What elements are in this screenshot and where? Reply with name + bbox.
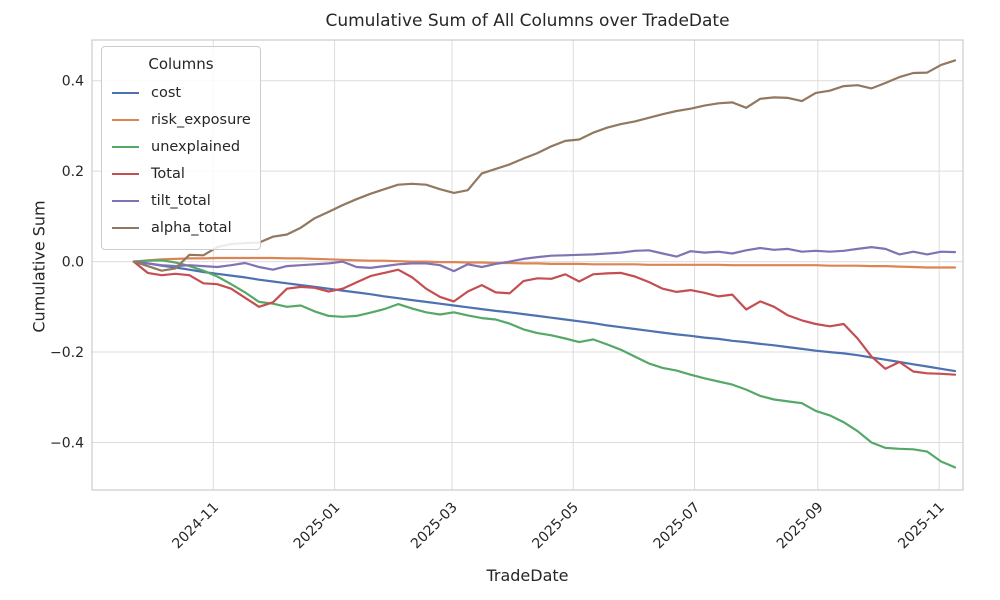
legend-swatch-cost [112,91,139,94]
x-tick-label: 2025-11 [895,500,948,553]
y-tick-label: 0.2 [62,164,84,180]
legend-item-label: cost [151,84,182,101]
legend-swatch-alpha_total [112,226,139,229]
y-tick-label: −0.4 [50,436,84,452]
legend: Columns cost risk_exposure unexplained Tota… [101,46,261,250]
x-tick-label: 2025-03 [408,500,461,553]
x-tick-label: 2024-11 [169,500,222,553]
legend-item-tilt_total: tilt_total [112,187,250,214]
x-tick-label: 2025-09 [774,500,827,553]
y-tick-label: −0.2 [50,345,84,361]
legend-item-Total: Total [112,160,250,187]
legend-item-alpha_total: alpha_total [112,214,250,241]
series-line-alpha_total [132,59,957,272]
legend-title: Columns [148,55,214,73]
legend-swatch-Total [112,172,139,175]
legend-item-unexplained: unexplained [112,133,250,160]
legend-swatch-risk_exposure [112,118,139,121]
series-line-tilt_total [132,246,957,273]
series-line-cost [132,260,957,373]
x-tick-label: 2025-05 [529,500,582,553]
axes-spines [91,39,964,491]
series-line-unexplained [132,259,957,469]
series-line-Total [132,260,957,376]
series-line-risk_exposure [132,256,957,269]
y-tick-label: 0.0 [62,255,84,271]
legend-item-label: unexplained [151,138,241,155]
y-tick-label: 0.4 [62,74,84,90]
x-tick-label: 2025-01 [291,500,344,553]
x-axis-label: TradeDate [486,566,569,585]
legend-swatch-tilt_total [112,199,139,202]
legend-item-cost: cost [112,79,250,106]
chart-title: Cumulative Sum of All Columns over Trade… [325,11,730,31]
x-tick-label: 2025-07 [651,500,704,553]
legend-item-label: risk_exposure [151,111,251,128]
legend-items: cost risk_exposure unexplained Total tilt_to… [112,79,251,241]
legend-item-risk_exposure: risk_exposure [112,106,251,133]
legend-item-label: Total [151,165,185,182]
legend-item-label: tilt_total [151,192,211,209]
y-axis-label: Cumulative Sum [29,200,49,333]
legend-swatch-unexplained [112,145,139,148]
legend-item-label: alpha_total [151,219,232,236]
